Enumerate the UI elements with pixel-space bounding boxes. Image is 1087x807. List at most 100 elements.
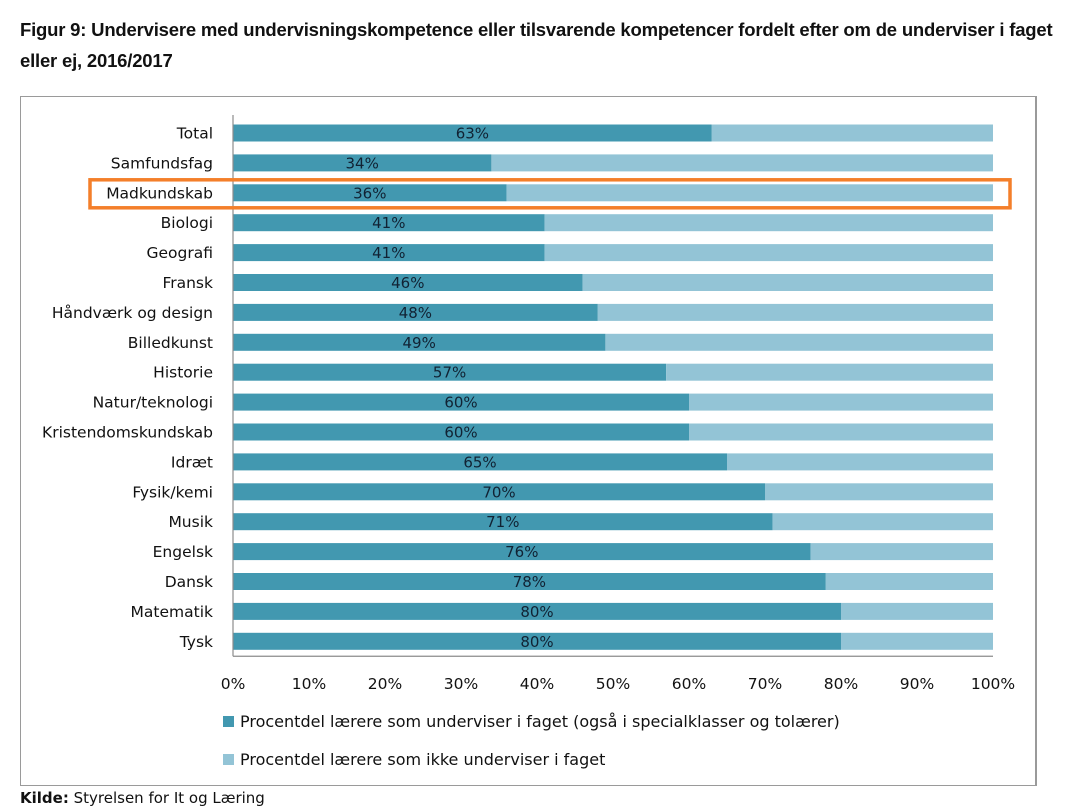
bar-not-teaching	[491, 154, 993, 172]
category-label: Tysk	[179, 633, 213, 651]
data-label: 65%	[463, 453, 496, 471]
category-label: Matematik	[131, 603, 213, 621]
data-label: 63%	[456, 125, 489, 143]
x-tick-label: 30%	[444, 675, 478, 693]
legend-label: Procentdel lærere som underviser i faget…	[240, 712, 840, 731]
category-label: Madkundskab	[106, 184, 213, 202]
bar-not-teaching	[810, 543, 993, 561]
bar-teaching	[233, 573, 826, 590]
bar-teaching	[233, 363, 667, 381]
bar-not-teaching	[597, 303, 993, 321]
legend: Procentdel lærere som underviser i faget…	[223, 712, 840, 769]
data-label: 78%	[513, 573, 546, 591]
bar-not-teaching	[689, 423, 993, 441]
bar-not-teaching	[825, 573, 993, 590]
highlight-rectangle	[88, 178, 1012, 210]
bar-teaching	[233, 602, 841, 620]
data-label: 46%	[391, 274, 424, 292]
data-label: 80%	[520, 633, 553, 651]
x-tick-labels: 0% 10% 20% 30% 40% 50% 60% 70% 80% 90% 100%	[221, 675, 1015, 693]
data-label: 80%	[520, 603, 553, 621]
category-label: Håndværk og design	[52, 304, 213, 322]
bar-teaching	[233, 423, 689, 441]
bar-not-teaching	[711, 124, 993, 142]
highlight-box	[88, 178, 1012, 210]
category-label: Kristendomskundskab	[42, 424, 213, 442]
bar-not-teaching	[582, 274, 993, 291]
x-tick-label: 80%	[824, 675, 858, 693]
category-label: Idræt	[171, 453, 213, 471]
bar-teaching	[233, 513, 773, 531]
bar-teaching	[233, 124, 712, 142]
x-tick-label: 20%	[368, 675, 402, 693]
x-tick-label: 50%	[596, 675, 630, 693]
bar-not-teaching	[605, 333, 993, 351]
bar-teaching	[233, 333, 606, 351]
bar-teaching	[233, 632, 841, 650]
data-label: 57%	[433, 364, 466, 382]
x-tick-label: 60%	[672, 675, 706, 693]
bars	[233, 124, 993, 650]
x-tick-label: 90%	[900, 675, 934, 693]
chart-frame	[20, 96, 1037, 786]
bar-teaching	[233, 244, 545, 262]
bar-teaching	[233, 184, 507, 202]
legend-swatch	[223, 716, 234, 727]
x-tick-label: 100%	[971, 675, 1015, 693]
source-note: Kilde: Styrelsen for It og Læring	[20, 789, 265, 807]
bar-teaching	[233, 393, 689, 411]
bar-teaching	[233, 483, 765, 501]
category-label: Biologi	[161, 214, 213, 232]
category-label: Samfundsfag	[111, 154, 213, 172]
data-label: 34%	[346, 154, 379, 172]
bar-teaching	[233, 453, 727, 471]
bar-teaching	[233, 274, 583, 291]
x-tick-label: 0%	[221, 675, 246, 693]
bar-not-teaching	[841, 632, 993, 650]
category-label: Engelsk	[153, 543, 213, 561]
axes	[232, 115, 993, 657]
data-label: 36%	[353, 184, 386, 202]
category-label: Fysik/kemi	[132, 483, 213, 501]
category-label: Geografi	[146, 244, 213, 262]
category-label: Dansk	[165, 573, 213, 591]
data-label: 71%	[486, 513, 519, 531]
bar-not-teaching	[841, 602, 993, 620]
data-label: 70%	[482, 483, 515, 501]
category-label: Natur/teknologi	[93, 394, 213, 412]
value-labels: 63% 34% 36% 41% 41% 46% 48% 49% 57% 60% 60% 65% 70% 7…	[346, 125, 554, 651]
data-label: 41%	[372, 214, 405, 232]
bar-not-teaching	[689, 393, 993, 411]
category-label: Total	[176, 125, 213, 143]
data-label: 76%	[505, 543, 538, 561]
category-label: Historie	[153, 364, 213, 382]
category-labels: Total Samfundsfag Madkundskab Biologi Geogra…	[42, 125, 213, 651]
bar-not-teaching	[727, 453, 993, 471]
bar-teaching	[233, 303, 598, 321]
bar-not-teaching	[765, 483, 993, 501]
bar-not-teaching	[544, 214, 993, 232]
x-tick-label: 40%	[520, 675, 554, 693]
bar-not-teaching	[544, 244, 993, 262]
data-label: 60%	[444, 394, 477, 412]
x-tick-label: 70%	[748, 675, 782, 693]
data-label: 60%	[444, 424, 477, 442]
legend-label: Procentdel lærere som ikke underviser i …	[240, 750, 605, 769]
bar-teaching	[233, 214, 545, 232]
data-label: 49%	[403, 334, 436, 352]
bar-not-teaching	[506, 184, 993, 202]
category-label: Musik	[168, 513, 213, 531]
bar-teaching	[233, 543, 811, 561]
bar-teaching	[233, 154, 492, 172]
category-label: Fransk	[162, 274, 213, 292]
figure-title: Figur 9: Undervisere med undervisningsko…	[20, 19, 1053, 71]
x-tick-label: 10%	[292, 675, 326, 693]
data-label: 41%	[372, 244, 405, 262]
bar-not-teaching	[666, 363, 993, 381]
source-text: Styrelsen for It og Læring	[73, 789, 265, 807]
category-label: Billedkunst	[128, 334, 213, 352]
data-label: 48%	[399, 304, 432, 322]
bar-not-teaching	[772, 513, 993, 531]
source-label: Kilde:	[20, 789, 69, 807]
